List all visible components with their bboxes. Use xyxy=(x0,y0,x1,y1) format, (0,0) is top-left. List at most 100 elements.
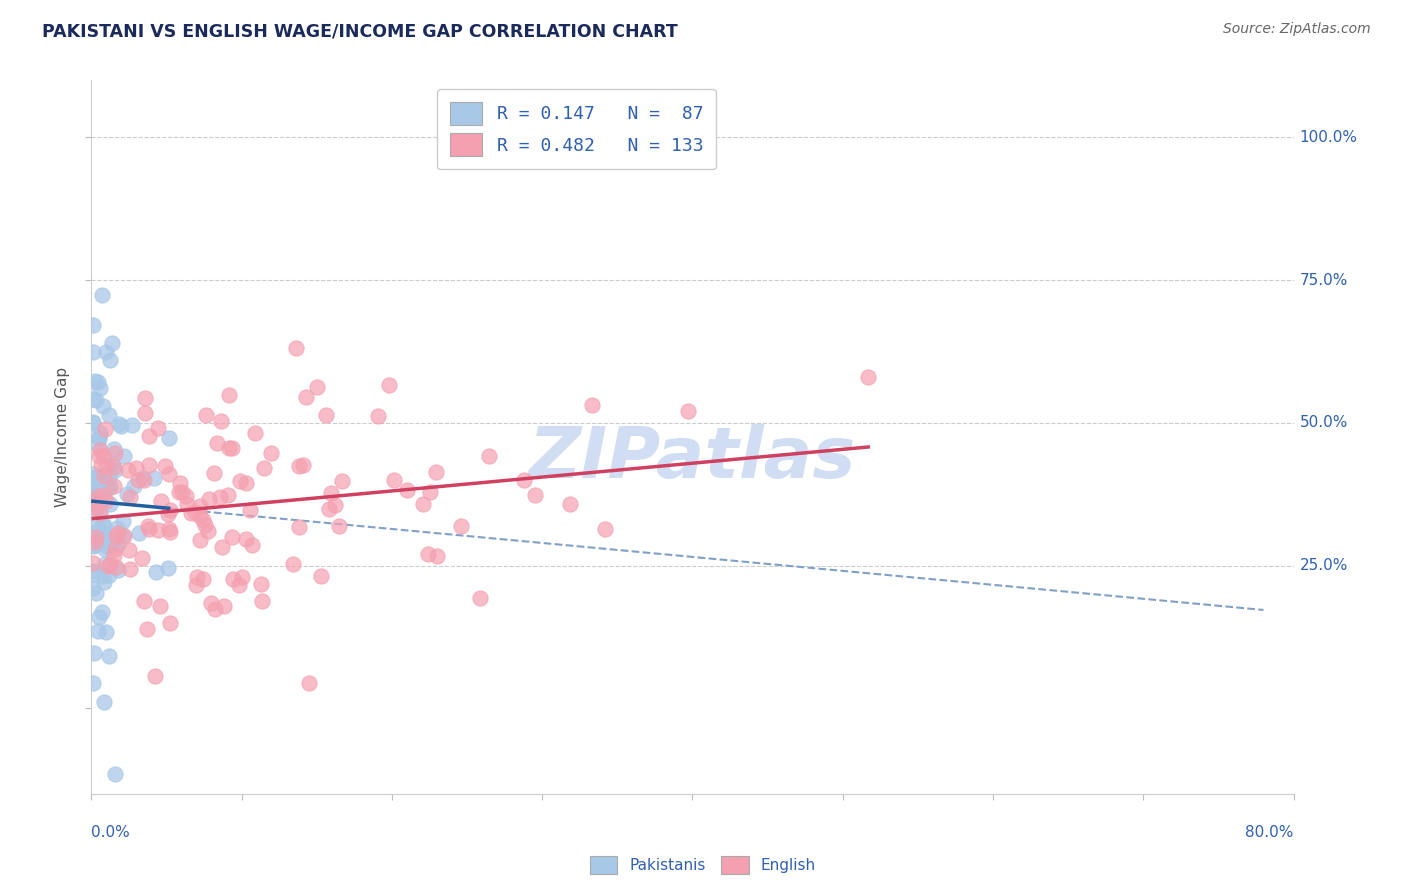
Point xyxy=(218,441,240,455)
Point xyxy=(132,470,155,484)
Point xyxy=(83,564,105,578)
Point xyxy=(425,465,447,479)
Point xyxy=(112,529,135,543)
Point xyxy=(94,557,117,571)
Point xyxy=(93,527,115,541)
Point xyxy=(96,493,118,508)
Point xyxy=(287,520,309,534)
Text: 75.0%: 75.0% xyxy=(1299,273,1348,287)
Text: PAKISTANI VS ENGLISH WAGE/INCOME GAP CORRELATION CHART: PAKISTANI VS ENGLISH WAGE/INCOME GAP COR… xyxy=(42,22,678,40)
Point xyxy=(112,449,135,463)
Point xyxy=(419,485,441,500)
Point xyxy=(105,560,128,574)
Point xyxy=(82,392,104,407)
Point xyxy=(115,487,138,501)
Point xyxy=(426,549,449,563)
Point xyxy=(243,426,266,441)
Point xyxy=(157,522,180,536)
Point xyxy=(93,575,115,590)
Point xyxy=(121,418,143,433)
Point xyxy=(159,615,181,630)
Point xyxy=(98,497,121,511)
Text: 25.0%: 25.0% xyxy=(1299,558,1348,573)
Point xyxy=(104,766,127,780)
Point xyxy=(91,448,114,462)
Point xyxy=(93,518,115,533)
Point xyxy=(138,429,160,443)
Point xyxy=(676,403,699,417)
Point xyxy=(91,516,114,531)
Point xyxy=(97,409,120,423)
Text: 0.0%: 0.0% xyxy=(91,825,131,840)
Point xyxy=(157,467,180,481)
Point xyxy=(318,501,340,516)
Point xyxy=(120,491,142,505)
Point xyxy=(98,352,121,367)
Point xyxy=(132,473,155,487)
Point xyxy=(581,398,603,412)
Point xyxy=(97,567,120,582)
Point xyxy=(330,475,353,489)
Point xyxy=(94,542,117,557)
Point xyxy=(292,458,315,473)
Point xyxy=(111,514,134,528)
Text: 100.0%: 100.0% xyxy=(1299,130,1358,145)
Point xyxy=(159,524,181,539)
Point xyxy=(91,526,114,541)
Point xyxy=(235,532,257,546)
Point xyxy=(156,561,179,575)
Point xyxy=(218,388,240,402)
Text: 50.0%: 50.0% xyxy=(1299,416,1348,430)
Point xyxy=(523,488,546,502)
Point xyxy=(250,593,273,607)
Point xyxy=(560,497,582,511)
Point xyxy=(212,599,235,614)
Point xyxy=(97,540,120,554)
Point xyxy=(118,562,141,576)
Point xyxy=(239,503,262,517)
Point xyxy=(96,624,118,639)
Point xyxy=(117,463,139,477)
Point xyxy=(104,529,127,543)
Point xyxy=(82,491,104,505)
Point xyxy=(186,569,208,583)
Point xyxy=(197,524,219,538)
Point xyxy=(124,461,146,475)
Point xyxy=(228,578,250,592)
Point xyxy=(204,602,226,616)
Point xyxy=(134,406,156,420)
Point xyxy=(107,563,129,577)
Point xyxy=(87,489,110,503)
Point xyxy=(198,492,221,507)
Point xyxy=(138,458,160,473)
Point xyxy=(136,519,159,533)
Point xyxy=(132,593,155,607)
Point xyxy=(183,505,205,519)
Point xyxy=(84,495,107,509)
Point xyxy=(82,566,104,581)
Point xyxy=(110,419,132,434)
Point xyxy=(91,605,114,619)
Point xyxy=(281,557,304,571)
Point xyxy=(87,479,110,493)
Point xyxy=(111,528,134,542)
Legend: Pakistanis, English: Pakistanis, English xyxy=(583,850,823,880)
Point xyxy=(194,408,217,422)
Point xyxy=(159,503,181,517)
Point xyxy=(153,458,176,473)
Point xyxy=(107,537,129,551)
Point xyxy=(105,521,128,535)
Point xyxy=(593,522,616,536)
Point xyxy=(82,675,104,690)
Point xyxy=(194,517,217,532)
Point xyxy=(180,506,202,520)
Point xyxy=(128,525,150,540)
Point xyxy=(94,422,117,436)
Point xyxy=(82,581,104,595)
Point xyxy=(84,504,107,518)
Point xyxy=(82,537,104,551)
Point xyxy=(858,370,880,384)
Point xyxy=(103,549,125,563)
Point xyxy=(309,569,332,583)
Point xyxy=(416,547,439,561)
